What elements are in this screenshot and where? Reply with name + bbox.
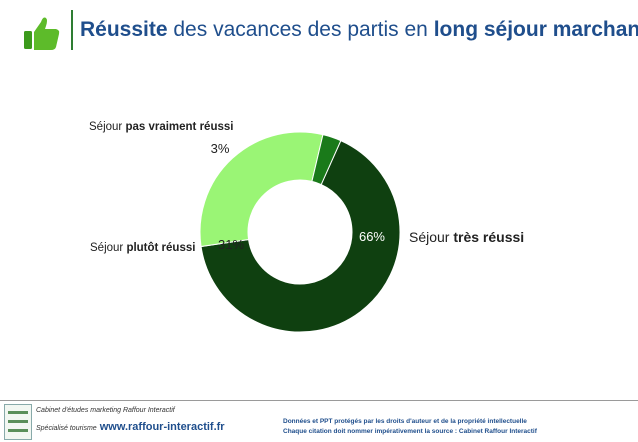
label-emphasis: pas vraiment réussi: [125, 121, 234, 133]
thumbs-up-icon: [24, 17, 60, 50]
footer-specialty-line: Spécialisé tourisme www.raffour-interacti…: [36, 421, 225, 433]
donut-slice-1: [199, 131, 324, 248]
category-label-tres-reussi: Séjour très réussi: [409, 229, 524, 245]
label-prefix: Séjour: [409, 229, 454, 245]
footer-website-link[interactable]: www.raffour-interactif.fr: [99, 421, 225, 433]
title-divider: [71, 10, 73, 50]
company-logo: [4, 404, 32, 440]
label-prefix: Séjour: [90, 242, 127, 254]
title-bold-part-2: long séjour marchand: [433, 18, 638, 41]
value-label-pas-vraiment-reussi: 3%: [211, 141, 230, 156]
footer-citation-line: Chaque citation doit nommer impérativeme…: [283, 428, 537, 435]
label-emphasis: plutôt réussi: [126, 242, 196, 254]
label-emphasis: très réussi: [453, 229, 525, 245]
footer-specialty-text: Spécialisé tourisme: [36, 425, 97, 432]
value-label-plutot-reussi: 31%: [218, 237, 244, 252]
title-bold-part-1: Réussite: [80, 18, 168, 41]
title-middle-part: des vacances des partis en: [167, 18, 434, 41]
donut-slices: [199, 131, 401, 333]
footer-copyright-line: Données et PPT protégés par les droits d…: [283, 418, 527, 425]
footer-company-line: Cabinet d'études marketing Raffour Inter…: [36, 407, 175, 414]
donut-slice-2: [311, 134, 342, 186]
label-prefix: Séjour: [89, 121, 126, 133]
footer-divider: [0, 400, 638, 401]
category-label-plutot-reussi: Séjour plutôt réussi: [90, 242, 195, 254]
donut-slice-0: [200, 140, 401, 333]
category-label-pas-vraiment-reussi: Séjour pas vraiment réussi: [89, 121, 233, 133]
page-title: Réussite des vacances des partis en long…: [80, 18, 638, 42]
value-label-tres-reussi: 66%: [359, 229, 385, 244]
